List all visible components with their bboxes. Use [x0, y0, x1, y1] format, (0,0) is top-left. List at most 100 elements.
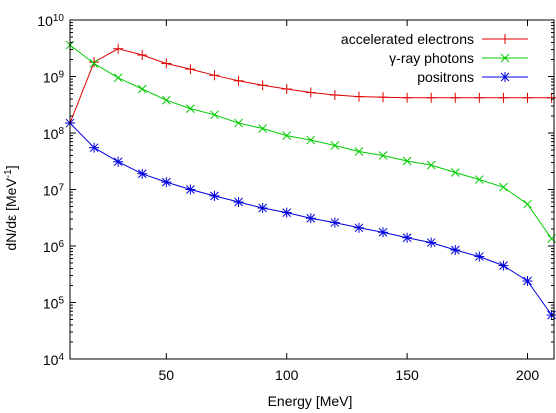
series-1-point	[378, 92, 389, 103]
series-1-point	[426, 92, 437, 103]
series-1-point	[474, 92, 485, 103]
marker-stroke	[499, 261, 508, 270]
series-2-point	[258, 124, 267, 133]
marker-stroke	[378, 151, 388, 160]
series-2-point	[161, 95, 171, 105]
series-3-point	[113, 156, 124, 167]
y-axis-title-exponent: -1	[3, 169, 14, 178]
series-1-point	[185, 64, 196, 75]
series-1-point	[498, 92, 509, 103]
series-2-point	[402, 156, 412, 166]
y-tick-label: 108	[43, 126, 65, 143]
series-2-point	[113, 73, 123, 83]
marker-stroke	[113, 157, 123, 167]
series-2-point	[354, 147, 364, 156]
series-1-point	[546, 92, 556, 103]
series-1-point	[209, 70, 220, 81]
marker-stroke	[186, 185, 195, 194]
marker-stroke	[426, 238, 436, 247]
marker-stroke	[258, 203, 267, 213]
series-2-line	[69, 44, 553, 239]
marker-stroke	[523, 199, 532, 209]
y-tick-label-base: 10	[43, 296, 59, 312]
x-tick-label: 150	[395, 367, 419, 383]
series-2-point	[306, 135, 316, 145]
series-2-point	[89, 59, 99, 68]
legend-label: γ-ray photons	[389, 50, 474, 66]
marker-stroke	[89, 143, 99, 153]
y-tick-label: 1010	[37, 13, 64, 30]
y-tick-label-exponent: 4	[58, 352, 64, 363]
series-1-point	[305, 87, 316, 98]
series-1-point	[281, 84, 292, 95]
series-2-point	[137, 84, 147, 94]
marker-stroke	[113, 73, 123, 83]
series-2-point	[330, 141, 340, 150]
series-3-point	[522, 276, 533, 287]
series-2-point	[186, 104, 195, 113]
series-3-point	[329, 217, 340, 228]
series-2-point	[234, 118, 243, 128]
series-1-point	[522, 92, 533, 103]
y-tick-label-exponent: 10	[53, 13, 65, 24]
marker-stroke	[161, 95, 171, 105]
series-1-point	[113, 43, 124, 54]
x-axis-title: Energy [MeV]	[268, 393, 353, 409]
y-tick-label-base: 10	[43, 352, 59, 368]
marker-stroke	[258, 124, 267, 133]
legend-item: γ-ray photons	[389, 50, 528, 66]
marker-stroke	[186, 104, 195, 113]
y-tick-label: 106	[43, 239, 65, 256]
y-tick-label: 109	[43, 69, 65, 86]
legend-item: positrons	[417, 69, 528, 85]
marker-stroke	[137, 84, 147, 94]
marker-stroke	[210, 110, 219, 120]
series-3-point	[378, 227, 389, 238]
marker-stroke	[450, 168, 460, 177]
legend: accelerated electrons γ-ray photons positr…	[341, 31, 528, 85]
marker-stroke	[474, 175, 484, 184]
x-tick-label: 50	[159, 367, 175, 383]
marker-stroke	[89, 59, 99, 68]
marker-stroke	[450, 245, 460, 255]
y-tick-label-base: 10	[43, 70, 59, 86]
series-1-point	[402, 92, 413, 103]
series-3-point	[402, 232, 413, 243]
series-3-point	[185, 184, 196, 195]
marker-stroke	[306, 135, 316, 145]
series-3-point	[450, 244, 461, 255]
y-tick-label-exponent: 6	[58, 239, 64, 250]
y-tick-label-base: 10	[43, 126, 59, 142]
marker-stroke	[378, 227, 388, 237]
series-1-point	[257, 80, 268, 91]
legend-marker	[500, 72, 510, 82]
legend-marker	[500, 34, 510, 44]
legend-item: accelerated electrons	[341, 31, 528, 47]
legend-label: positrons	[417, 69, 474, 85]
y-tick-label-base: 10	[43, 183, 59, 199]
series-3-point	[281, 207, 292, 218]
plot-frame	[69, 19, 555, 360]
series-2-point	[499, 182, 508, 192]
y-tick-label-base: 10	[43, 239, 59, 255]
marker-stroke	[354, 223, 364, 233]
series-3-point	[474, 251, 485, 262]
series-3-point	[137, 168, 148, 179]
series-2-point	[426, 160, 436, 170]
series-3-point	[161, 177, 172, 188]
marker-stroke	[354, 147, 364, 156]
marker-stroke	[306, 213, 316, 223]
legend-marker	[500, 53, 510, 63]
series-3-point	[353, 222, 364, 233]
series-1-point	[353, 91, 364, 102]
marker-stroke	[282, 208, 292, 217]
marker-stroke	[474, 252, 484, 261]
y-tick-label: 107	[43, 182, 65, 199]
marker-stroke	[500, 72, 510, 82]
marker-stroke	[330, 141, 340, 150]
marker-stroke	[402, 156, 412, 166]
y-tick-label-exponent: 8	[58, 126, 64, 137]
plot-marks	[65, 40, 556, 359]
marker-stroke	[161, 177, 171, 187]
